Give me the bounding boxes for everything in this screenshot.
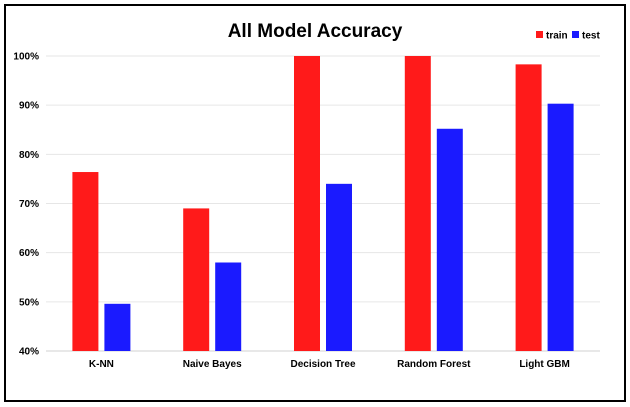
x-category-label: Naive Bayes: [183, 359, 242, 370]
bar-test-k-nn: [104, 303, 131, 351]
y-tick-label: 100%: [13, 52, 39, 63]
y-axis-ticks: 40% 50% 60% 70% 80% 90% 100%: [13, 52, 39, 358]
y-tick-label: 90%: [19, 101, 39, 112]
legend-swatch-train: [536, 31, 543, 38]
legend-label-train: train: [546, 31, 568, 42]
bar-train-random-forest: [404, 56, 431, 351]
bar-test-light-gbm: [547, 103, 574, 351]
legend-label-test: test: [582, 31, 600, 42]
x-category-label: K-NN: [89, 359, 114, 370]
y-tick-label: 80%: [19, 150, 39, 161]
x-category-label: Random Forest: [397, 359, 471, 370]
bar-test-decision-tree: [326, 183, 352, 351]
bars: [72, 56, 574, 351]
y-tick-label: 50%: [19, 297, 39, 308]
gridlines: [46, 55, 600, 352]
y-tick-label: 60%: [19, 248, 39, 259]
bar-test-naive-bayes: [215, 262, 242, 351]
legend: train test: [536, 31, 600, 42]
bar-train-naive-bayes: [183, 208, 210, 351]
x-axis-categories: K-NN Naive Bayes Decision Tree Random Fores…: [89, 359, 570, 370]
bar-train-light-gbm: [515, 64, 542, 351]
bar-train-decision-tree: [294, 56, 320, 351]
chart-title: All Model Accuracy: [228, 21, 403, 42]
bar-train-k-nn: [72, 172, 99, 351]
x-category-label: Decision Tree: [290, 359, 355, 370]
bar-test-random-forest: [436, 128, 463, 351]
y-tick-label: 70%: [19, 199, 39, 210]
legend-swatch-test: [572, 31, 579, 38]
x-category-label: Light GBM: [519, 359, 570, 370]
y-tick-label: 40%: [19, 347, 39, 358]
